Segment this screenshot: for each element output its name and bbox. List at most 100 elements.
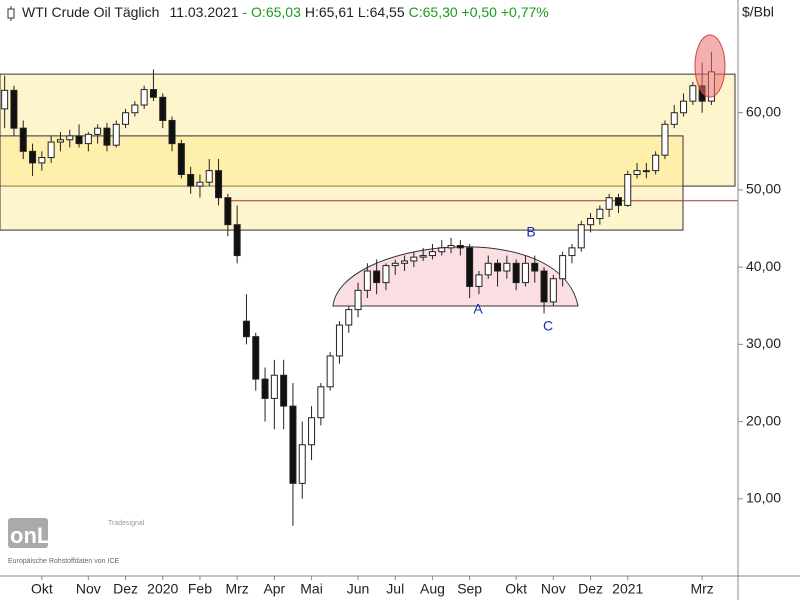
candle-body <box>224 197 232 226</box>
candle-body <box>363 270 371 291</box>
candle-body <box>47 141 55 159</box>
zone <box>0 73 736 187</box>
logo-box <box>8 518 48 548</box>
candle-body <box>559 255 567 280</box>
source: Europäische Rohstoffdaten von ICE <box>8 558 119 565</box>
header-icon <box>7 6 15 21</box>
candle-body <box>419 255 427 258</box>
x-tick-label: 2021 <box>612 581 643 597</box>
y-tick-label: 20,00 <box>746 412 781 428</box>
candle-body <box>196 181 204 187</box>
zone <box>0 135 684 231</box>
y-tick-label: 40,00 <box>746 258 781 274</box>
x-tick-label: Okt <box>31 581 53 597</box>
x-tick-label: Apr <box>263 581 285 597</box>
candle-body <box>475 274 483 287</box>
x-tick-label: Nov <box>76 581 101 597</box>
candle-body <box>466 247 474 287</box>
x-tick-label: Jun <box>347 581 370 597</box>
header: WTI Crude Oil Täglich 11.03.2021- O:65,03… <box>22 4 549 20</box>
title: WTI Crude Oil Täglich <box>22 4 159 20</box>
candle-body <box>75 135 83 145</box>
candle-body <box>94 127 102 135</box>
candle-body <box>652 154 660 172</box>
x-tick-label: Okt <box>505 581 527 597</box>
candle-body <box>596 208 604 220</box>
candle-body <box>633 170 641 175</box>
candle-body <box>122 112 130 125</box>
candle-body <box>205 170 213 183</box>
candle-body <box>252 336 260 380</box>
candle-body <box>354 289 362 311</box>
candle-body <box>1 89 9 110</box>
candle-body <box>233 224 241 257</box>
candle-body <box>19 127 27 152</box>
candle-body <box>66 135 74 141</box>
candle-body <box>131 104 139 114</box>
candle-body <box>308 417 316 446</box>
candle-body <box>103 127 111 146</box>
candle-body <box>280 374 288 407</box>
candle-body <box>345 309 353 326</box>
candle-body <box>689 85 697 102</box>
quote-high: H:65,61 <box>305 4 354 20</box>
candle-body <box>587 218 595 226</box>
date: 11.03.2021 <box>169 4 238 20</box>
x-tick-label: Jul <box>386 581 404 597</box>
x-tick-label: Mrz <box>225 581 248 597</box>
candle-body <box>568 247 576 257</box>
y-tick-label: 50,00 <box>746 181 781 197</box>
candle-body <box>401 260 409 264</box>
candle-body <box>242 320 250 338</box>
header-bg <box>0 0 660 26</box>
candle-body <box>447 245 455 249</box>
logo-brand: Tradesignal <box>108 520 145 527</box>
candle-body <box>140 89 148 106</box>
annotation: B <box>526 224 535 240</box>
candle-body <box>624 173 632 206</box>
candle-body <box>270 374 278 399</box>
candle-body <box>456 245 464 249</box>
candle-body <box>503 262 511 272</box>
x-tick-label: 2020 <box>147 581 178 597</box>
quote-close: C:65,30 +0,50 +0,77% <box>409 4 549 20</box>
x-tick-label: Mai <box>300 581 323 597</box>
candle-body <box>494 262 502 272</box>
candle-body <box>642 170 650 173</box>
candle-body <box>112 123 120 146</box>
candle-body <box>549 278 557 303</box>
x-tick-label: Mrz <box>690 581 713 597</box>
candle-body <box>521 262 529 284</box>
y-tick-label: 30,00 <box>746 335 781 351</box>
candle-body <box>187 173 195 187</box>
candle-body <box>382 265 390 284</box>
candle-body <box>326 355 334 388</box>
quote-low: L:64,55 <box>358 4 405 20</box>
candle-body <box>614 197 622 206</box>
candle-body <box>38 157 46 164</box>
candle-body <box>298 444 306 484</box>
candle-body <box>261 378 269 399</box>
candle-body <box>484 262 492 276</box>
candle-body <box>661 123 669 156</box>
candle-body <box>56 139 64 143</box>
x-tick-label: Dez <box>578 581 603 597</box>
candle-body <box>605 197 613 210</box>
candle-body <box>317 386 325 419</box>
x-tick-label: Aug <box>420 581 445 597</box>
x-tick-label: Nov <box>541 581 566 597</box>
candle-body <box>159 96 167 121</box>
candle-body <box>29 150 37 164</box>
candle-body <box>10 89 18 129</box>
x-tick-label: Dez <box>113 581 138 597</box>
zones <box>0 73 738 231</box>
highlight-circle <box>694 34 726 98</box>
candle-body <box>577 224 585 249</box>
candle-body <box>438 247 446 253</box>
candle-body <box>512 262 520 284</box>
candle-body <box>428 251 436 257</box>
y-tick-label: 60,00 <box>746 103 781 119</box>
quote-open: - O:65,03 <box>242 4 301 20</box>
logo-text: onLine <box>10 523 82 548</box>
